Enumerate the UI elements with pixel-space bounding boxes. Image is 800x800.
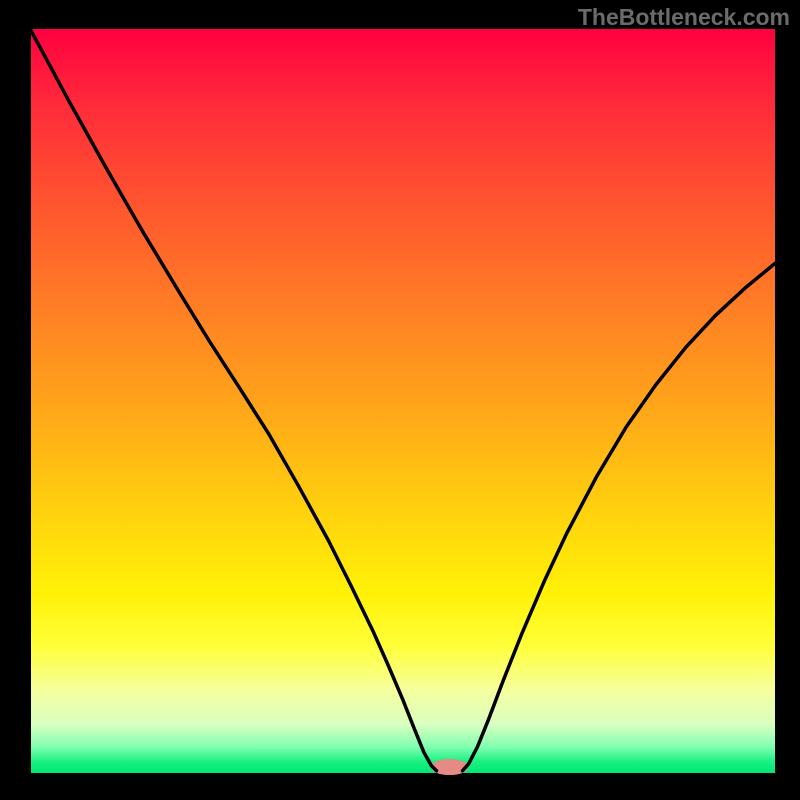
- canvas-root: TheBottleneck.com: [0, 0, 800, 800]
- watermark-text: TheBottleneck.com: [578, 4, 790, 31]
- bottleneck-curve-layer: [0, 0, 800, 800]
- dip-marker: [431, 759, 469, 775]
- curve-right-branch: [463, 263, 775, 770]
- curve-left-branch: [31, 30, 436, 770]
